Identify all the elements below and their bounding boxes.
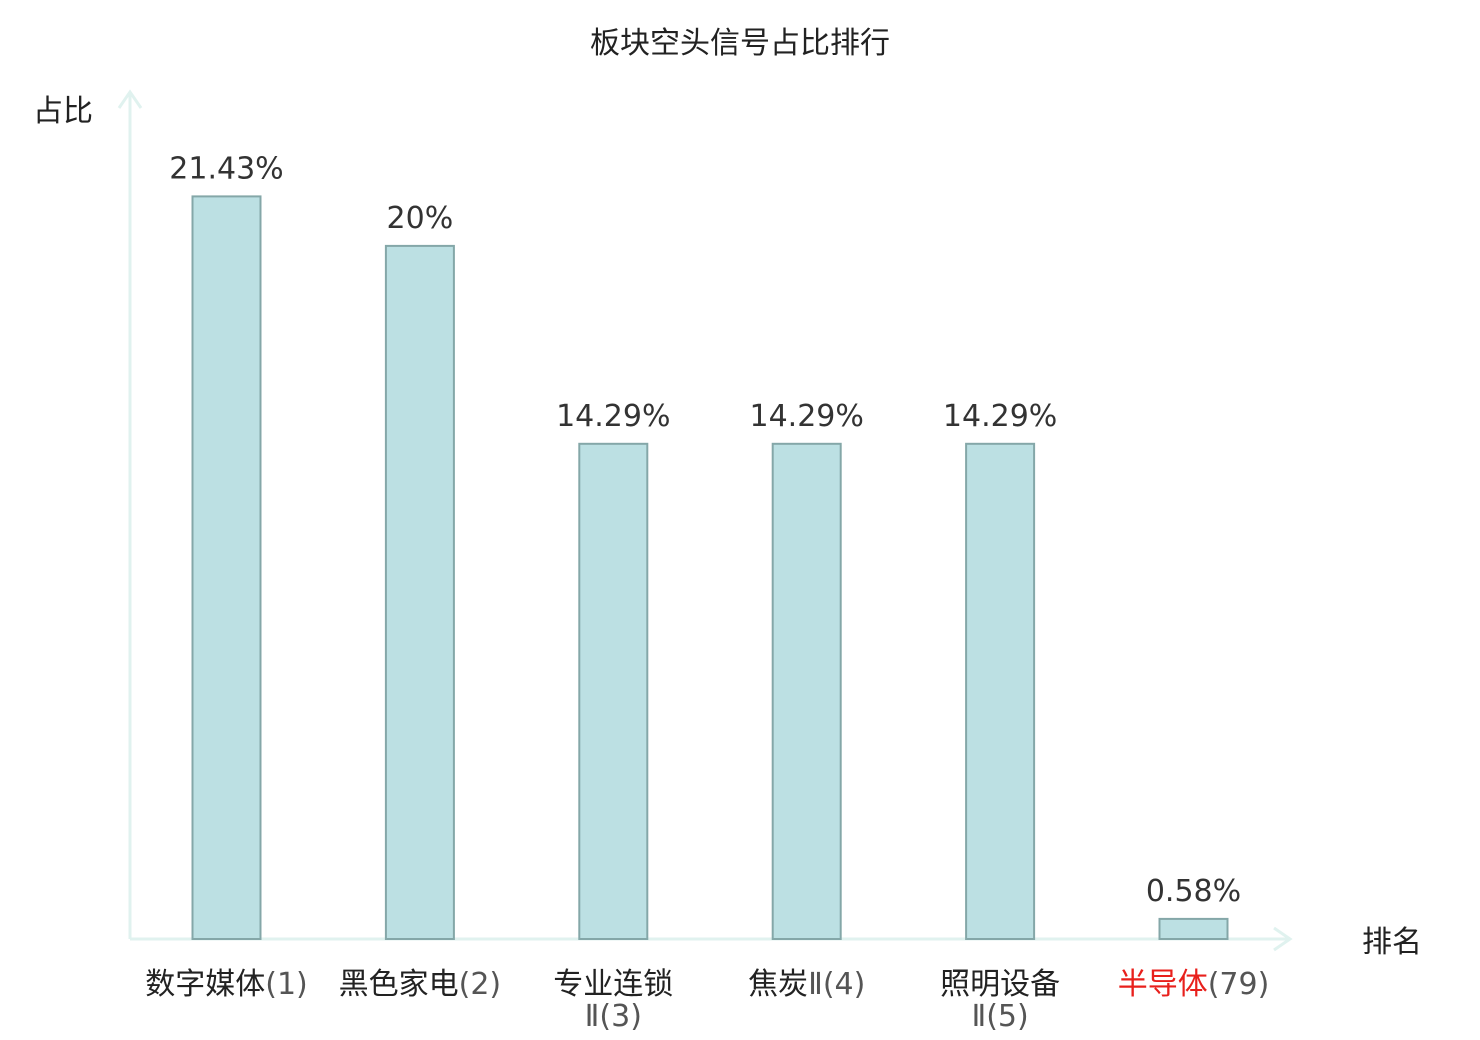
bar-2 xyxy=(384,244,455,940)
value-label-5: 14.29% xyxy=(943,399,1057,434)
bars xyxy=(191,195,1229,941)
chart-title: 板块空头信号占比排行 xyxy=(590,26,890,61)
value-labels: 21.43% 20% 14.29% 14.29% 14.29% 0.58% xyxy=(169,151,1241,909)
value-label-2: 20% xyxy=(387,201,454,236)
bar-4 xyxy=(771,442,842,940)
value-label-3: 14.29% xyxy=(556,399,670,434)
category-rank-2: (2) xyxy=(459,967,502,1002)
axes xyxy=(117,89,1293,952)
category-name-1: 数字媒体 xyxy=(145,967,265,1002)
value-label-4: 14.29% xyxy=(750,399,864,434)
category-rank-6: (79) xyxy=(1208,967,1270,1002)
category-rank-4: Ⅱ(4) xyxy=(808,967,865,1002)
y-axis-arrow xyxy=(117,89,143,109)
bar-1 xyxy=(191,195,262,940)
x-axis-arrow xyxy=(1273,926,1293,952)
category-label-4: 焦炭Ⅱ(4) xyxy=(748,967,865,1002)
category-rank-3: Ⅱ(3) xyxy=(585,999,642,1034)
category-name-2: 黑色家电 xyxy=(339,967,459,1002)
category-rank-5: Ⅱ(5) xyxy=(971,999,1028,1034)
category-name-6: 半导体 xyxy=(1118,967,1208,1002)
category-name-4: 焦炭 xyxy=(748,967,808,1002)
category-label-2: 黑色家电(2) xyxy=(339,967,502,1002)
bar-3 xyxy=(578,442,649,940)
value-label-1: 21.43% xyxy=(169,151,283,186)
category-label-1: 数字媒体(1) xyxy=(145,967,308,1002)
category-label-3: 专业连锁 xyxy=(553,967,673,1002)
category-rank-1: (1) xyxy=(265,967,308,1002)
y-axis-label: 占比 xyxy=(33,94,93,129)
category-label-5: 照明设备 xyxy=(940,967,1060,1002)
x-axis-label: 排名 xyxy=(1362,925,1422,960)
category-label-6: 半导体(79) xyxy=(1118,967,1270,1002)
value-label-6: 0.58% xyxy=(1146,874,1241,909)
bar-6 xyxy=(1158,917,1229,941)
bar-5 xyxy=(965,442,1036,940)
